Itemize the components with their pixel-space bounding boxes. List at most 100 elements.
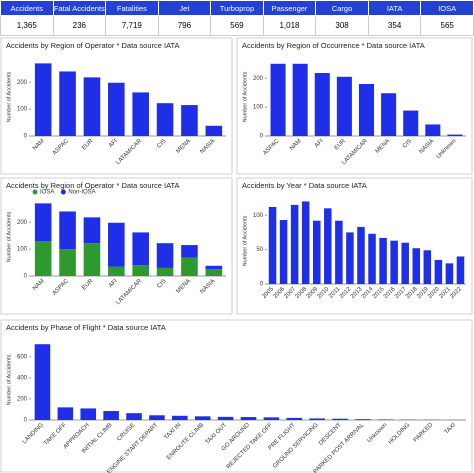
- bar: [335, 220, 343, 284]
- bar: [240, 417, 257, 420]
- bar-segment: [108, 266, 125, 276]
- bar-segment: [59, 249, 76, 276]
- bar-segment: [156, 243, 174, 268]
- legend-marker: [32, 189, 38, 195]
- stat-header: IATA: [367, 0, 422, 16]
- y-tick-label: 100: [253, 105, 264, 111]
- legend-label: Non-IOSA: [68, 190, 95, 196]
- bar: [290, 204, 299, 284]
- bar: [194, 416, 211, 420]
- stat-value: 308: [315, 15, 369, 36]
- stat-value: 1,365: [0, 15, 54, 36]
- y-tick-label: 0: [24, 418, 28, 424]
- chart-title: Accidents by Phase of Flight * Data sour…: [6, 323, 166, 332]
- bar: [205, 125, 223, 136]
- bar: [403, 110, 419, 136]
- y-tick-label: 0: [24, 274, 28, 280]
- y-tick-label: 200: [253, 76, 264, 82]
- bar-segment: [59, 211, 76, 250]
- bar: [379, 237, 387, 284]
- stat-header: Fatalities: [105, 0, 159, 16]
- x-tick-label: CIS: [402, 138, 413, 149]
- stat-value: 1,018: [262, 15, 317, 36]
- y-tick-label: 0: [24, 134, 28, 140]
- y-tick-label: 100: [253, 213, 264, 219]
- stat-value: 236: [52, 15, 107, 36]
- bar: [279, 220, 288, 284]
- bar: [34, 344, 51, 420]
- bar: [332, 418, 348, 420]
- stat-header: Accidents: [0, 0, 54, 16]
- chart-title: Accidents by Region of Occurrence * Data…: [242, 41, 425, 50]
- stat-header: Turboprop: [210, 0, 264, 16]
- panel: [0, 319, 473, 473]
- bar-segment: [205, 269, 223, 276]
- y-axis-label: Number of Accidents: [242, 215, 248, 266]
- bar: [390, 240, 398, 284]
- bar: [132, 92, 149, 136]
- y-tick-label: 0: [260, 282, 264, 288]
- y-tick-label: 100: [17, 247, 28, 253]
- bar: [412, 248, 421, 284]
- bar: [336, 76, 352, 136]
- bar: [401, 242, 409, 284]
- bar: [309, 418, 325, 420]
- stat-value: 569: [210, 15, 264, 36]
- bar: [172, 415, 188, 420]
- x-tick-label: AFI: [314, 138, 325, 149]
- bar: [445, 263, 454, 284]
- y-tick-label: 100: [17, 107, 28, 113]
- stat-value: 7,719: [105, 15, 159, 36]
- y-tick-label: 400: [17, 375, 28, 381]
- bar: [378, 419, 394, 420]
- bar: [263, 417, 280, 420]
- bar: [425, 124, 441, 136]
- stat-value: 354: [367, 15, 422, 36]
- bar: [301, 201, 310, 284]
- x-tick-label: AFI: [108, 278, 119, 289]
- x-tick-label: CIS: [156, 138, 167, 149]
- stat-value: 565: [420, 15, 474, 36]
- bar-segment: [108, 222, 125, 267]
- bar: [156, 103, 174, 136]
- bar: [447, 134, 463, 136]
- stat-header: Cargo: [315, 0, 369, 16]
- bar: [456, 256, 465, 284]
- bar: [108, 82, 125, 136]
- x-tick-label: AFI: [108, 138, 119, 149]
- stats-table: Accidents Fatal Accidents Fatalities Jet Tur…: [0, 0, 474, 36]
- x-tick-label: CIS: [156, 278, 167, 289]
- y-tick-label: 50: [256, 247, 263, 253]
- bar: [312, 220, 321, 284]
- bar: [358, 84, 375, 136]
- dashboard: Accidents by Region of Operator * Data s…: [0, 37, 473, 473]
- stat-header: Jet: [157, 0, 212, 16]
- stats-header: Accidents Fatal Accidents Fatalities Jet Tur…: [0, 0, 474, 16]
- bar-segment: [181, 245, 198, 258]
- chart-title: Accidents by Year * Data source IATA: [242, 181, 367, 190]
- bar: [314, 73, 330, 136]
- bar: [57, 407, 74, 420]
- bar: [357, 226, 365, 284]
- y-axis-label: Number of Accidents: [6, 354, 12, 405]
- bar: [149, 415, 165, 420]
- stat-value: 796: [157, 15, 212, 36]
- y-tick-label: 200: [17, 80, 28, 86]
- bar: [270, 63, 286, 136]
- bar: [286, 417, 303, 420]
- bar-segment: [156, 267, 174, 276]
- bar: [126, 413, 142, 420]
- bar: [368, 233, 376, 284]
- bar: [423, 250, 432, 284]
- stat-header: Fatal Accidents: [52, 0, 107, 16]
- bar: [346, 232, 354, 284]
- bar: [34, 63, 52, 136]
- y-tick-label: 200: [17, 220, 28, 226]
- y-tick-label: 0: [260, 134, 264, 140]
- bar: [292, 63, 308, 136]
- bar-segment: [34, 241, 52, 276]
- bar: [181, 105, 198, 136]
- bar: [59, 71, 76, 136]
- legend-label: IOSA: [40, 190, 54, 196]
